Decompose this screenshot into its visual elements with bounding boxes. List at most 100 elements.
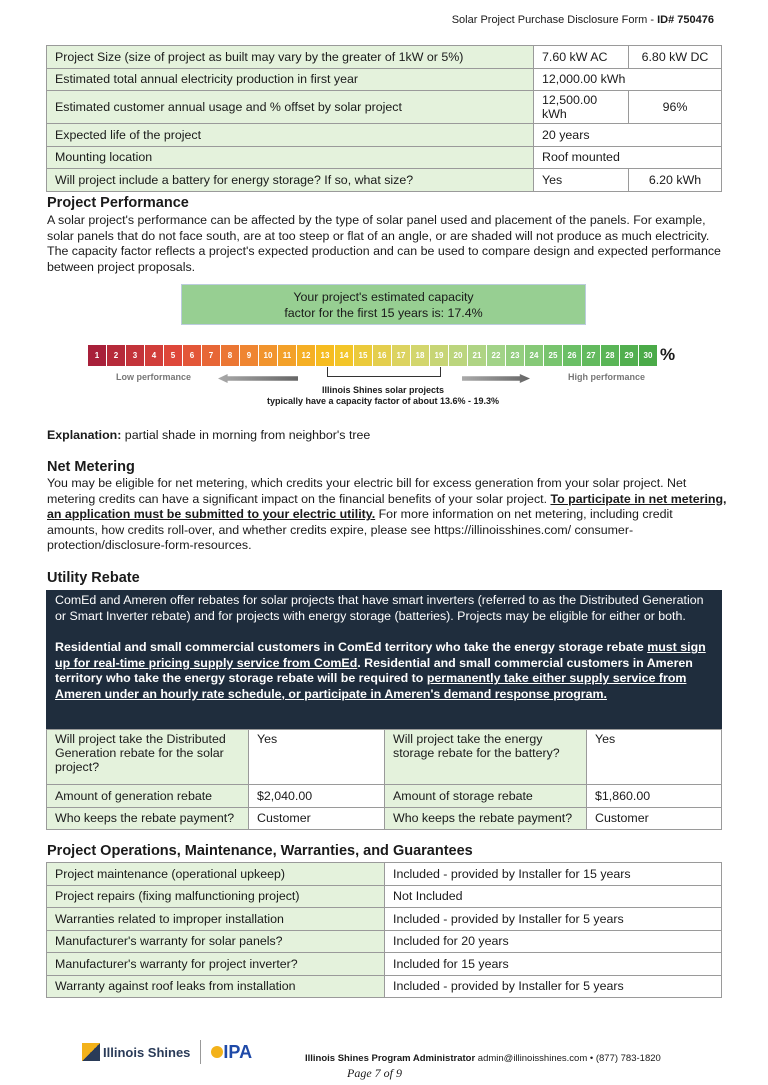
- table-row: Manufacturer's warranty for project inve…: [46, 952, 722, 976]
- value: Included - provided by Installer for 5 y…: [384, 907, 722, 931]
- label: Amount of storage rebate: [384, 784, 587, 808]
- footer-logos: Illinois Shines IPA: [82, 1040, 252, 1064]
- rebate-intro: ComEd and Ameren offer rebates for solar…: [55, 593, 704, 623]
- value: Included for 15 years: [384, 952, 722, 976]
- explanation: Explanation: partial shade in morning fr…: [47, 428, 727, 444]
- form-title: Solar Project Purchase Disclosure Form -: [451, 14, 658, 26]
- scale-cell: 3: [126, 345, 144, 366]
- value: 7.60 kW AC: [533, 45, 629, 69]
- capacity-factor-box: Your project's estimated capacity factor …: [181, 284, 586, 325]
- scale-cell: 21: [468, 345, 486, 366]
- arrow-right-icon: [462, 374, 530, 383]
- label: Warranties related to improper installat…: [46, 907, 385, 931]
- scale-cell: 13: [316, 345, 334, 366]
- table-row: Warranty against roof leaks from install…: [46, 974, 722, 998]
- scale-cell: 8: [221, 345, 239, 366]
- text: must sign up for real-time pricing suppl…: [55, 640, 706, 670]
- scale-cell: 26: [563, 345, 581, 366]
- scale-cell: 20: [449, 345, 467, 366]
- table-row: Project maintenance (operational upkeep)…: [46, 862, 722, 886]
- page-header: Solar Project Purchase Disclosure Form -…: [452, 14, 714, 26]
- note-line: Illinois Shines solar projects: [321, 385, 445, 395]
- note-line: typically have a capacity factor of abou…: [266, 396, 500, 406]
- performance-heading: Project Performance: [47, 195, 189, 211]
- text: You may be eligible for net metering, wh…: [47, 476, 687, 506]
- footer-contact: Illinois Shines Program Administrator ad…: [305, 1053, 661, 1064]
- value: 6.80 kW DC: [628, 45, 722, 69]
- emphasis: To participate in net metering, an appli…: [47, 491, 727, 522]
- scale-cell: 30: [639, 345, 657, 366]
- scale-cell: 5: [164, 345, 182, 366]
- admin-label: Illinois Shines Program Administrator: [305, 1053, 476, 1064]
- operations-heading: Project Operations, Maintenance, Warrant…: [47, 843, 473, 859]
- scale-cell: 9: [240, 345, 258, 366]
- value: 20 years: [533, 123, 722, 147]
- text: permanently take either supply service f…: [55, 671, 687, 701]
- label: Will project take the energy storage reb…: [384, 729, 587, 785]
- low-performance-label: Low performance: [116, 372, 192, 382]
- label: Project Size (size of project as built m…: [46, 45, 534, 69]
- scale-cell: 14: [335, 345, 353, 366]
- divider: [200, 1040, 202, 1064]
- page-number: Page 7 of 9: [347, 1066, 402, 1080]
- value: Yes: [248, 729, 385, 785]
- text: For more information on net metering, in…: [47, 507, 673, 553]
- label: Who keeps the rebate payment?: [46, 806, 249, 830]
- scale-cell: 11: [278, 345, 296, 366]
- value: 12,500.00 kWh: [533, 90, 629, 124]
- value: 96%: [628, 90, 722, 124]
- scale-cell: 25: [544, 345, 562, 366]
- typical-range-note: Illinois Shines solar projects typically …: [200, 385, 566, 407]
- capacity-scale: 1 2 3 4 5 6 7 8 9 10 11 12 13 14 15 16 17 18 19 20 21 22 23 24 2…: [88, 345, 657, 366]
- typical-range-bracket: [327, 367, 441, 377]
- label: Project repairs (fixing malfunctioning p…: [46, 884, 385, 908]
- scale-cell: 12: [297, 345, 315, 366]
- value: Not Included: [384, 884, 722, 908]
- percent-symbol: %: [660, 345, 676, 364]
- label: Warranty against roof leaks from install…: [46, 974, 385, 998]
- value: $1,860.00: [586, 784, 722, 808]
- scale-cell: 2: [107, 345, 125, 366]
- scale-cell: 28: [601, 345, 619, 366]
- scale-cell: 19: [430, 345, 448, 366]
- table-row: Project repairs (fixing malfunctioning p…: [46, 884, 722, 908]
- operations-table: Project maintenance (operational upkeep)…: [46, 862, 722, 998]
- rebate-info-box: ComEd and Ameren offer rebates for solar…: [46, 590, 722, 729]
- label: Manufacturer's warranty for project inve…: [46, 952, 385, 976]
- scale-cell: 16: [373, 345, 391, 366]
- value: 12,000.00 kWh: [533, 67, 722, 91]
- scale-cell: 18: [411, 345, 429, 366]
- table-row: Manufacturer's warranty for solar panels…: [46, 929, 722, 953]
- value: Included - provided by Installer for 5 y…: [384, 974, 722, 998]
- value: Yes: [586, 729, 722, 785]
- label: Estimated total annual electricity produ…: [46, 67, 534, 91]
- net-metering-text: You may be eligible for net metering, wh…: [47, 476, 727, 554]
- value: $2,040.00: [248, 784, 385, 808]
- arrow-left-icon: [218, 374, 298, 383]
- scale-cell: 6: [183, 345, 201, 366]
- form-id: ID# 750476: [657, 14, 714, 26]
- performance-text: A solar project's performance can be aff…: [47, 213, 721, 274]
- value: Included - provided by Installer for 15 …: [384, 862, 722, 886]
- label: Amount of generation rebate: [46, 784, 249, 808]
- value: 6.20 kWh: [628, 168, 722, 192]
- label: Will project take the Distributed Genera…: [46, 729, 249, 785]
- capacity-line: factor for the first 15 years is: 17.4%: [284, 306, 483, 320]
- high-performance-label: High performance: [568, 372, 646, 382]
- scale-cell: 23: [506, 345, 524, 366]
- rebate-table: Will project take the Distributed Genera…: [46, 729, 722, 830]
- label: Who keeps the rebate payment?: [384, 806, 587, 830]
- scale-cell: 27: [582, 345, 600, 366]
- value: Customer: [586, 806, 722, 830]
- label: Manufacturer's warranty for solar panels…: [46, 929, 385, 953]
- scale-cell: 10: [259, 345, 277, 366]
- label: Project maintenance (operational upkeep): [46, 862, 385, 886]
- scale-cell: 15: [354, 345, 372, 366]
- table-row: Warranties related to improper installat…: [46, 907, 722, 931]
- label: Mounting location: [46, 145, 534, 169]
- project-summary-table: Project Size (size of project as built m…: [46, 45, 722, 192]
- sun-icon: [211, 1046, 224, 1058]
- value: Yes: [533, 168, 629, 192]
- scale-cell: 17: [392, 345, 410, 366]
- rebate-warning: Residential and small commercial custome…: [55, 640, 713, 702]
